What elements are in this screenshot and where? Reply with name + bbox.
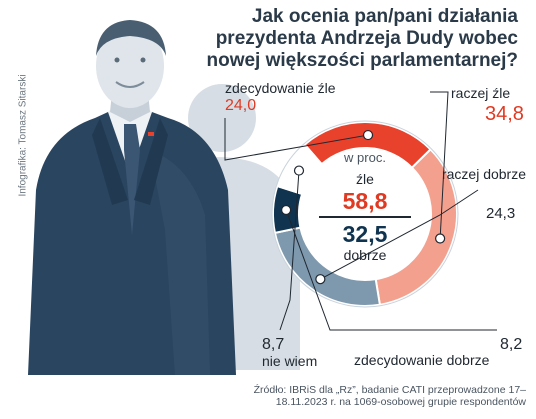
portrait-figure	[28, 20, 236, 375]
slice-label-zdecydowanie-dobrze: zdecydowanie dobrze	[354, 352, 490, 368]
leader-line-zdecydowanie-dobrze	[285, 209, 497, 331]
summary-divider	[319, 216, 411, 218]
chart-title: Jak ocenia pan/pani działania prezydenta…	[206, 6, 519, 71]
face	[96, 24, 164, 108]
leader-line-nie-wiem	[279, 170, 300, 331]
eye-left	[114, 57, 120, 63]
slice-label-zdecydowanie-zle: zdecydowanie źle	[225, 80, 336, 96]
leader-line-zdecydowanie-źle	[224, 118, 369, 161]
source-note: Źródło: IBRiS dla „Rz”, badanie CATI prz…	[253, 384, 526, 408]
leader-marker-nie-wiem	[293, 165, 305, 176]
slice-label-raczej-dobrze: raczej dobrze	[441, 166, 526, 182]
lapel-pin	[148, 132, 154, 136]
slice-label-nie-wiem: nie wiem	[262, 353, 318, 369]
label-leader-lines	[224, 91, 497, 331]
summary-positive-value: 32,5	[342, 221, 388, 247]
leader-line-raczej-źle	[430, 91, 449, 239]
tie	[124, 124, 140, 235]
suit-shading	[150, 150, 210, 375]
credit: Infografika: Tomasz Sitarski	[17, 74, 29, 197]
slice-value-zdecydowanie-zle: 24,0	[225, 97, 257, 114]
donut-outline	[271, 120, 459, 308]
eye-right	[140, 57, 146, 63]
unit-label: w proc.	[344, 150, 386, 165]
summary-negative-value: 58,8	[342, 188, 388, 214]
leader-line-raczej-dobrze	[320, 189, 479, 280]
slice-label-raczej-zle: raczej źle	[451, 85, 511, 101]
summary-positive-label: dobrze	[343, 247, 387, 263]
leader-marker-raczej-dobrze	[315, 274, 326, 285]
lapel-right	[134, 118, 168, 205]
leader-marker-zdecydowanie-źle	[362, 129, 374, 141]
summary-negative-label: źle	[356, 171, 374, 187]
donut-chart	[271, 120, 459, 308]
smile	[115, 81, 145, 88]
slice-value-raczej-zle: 34,8	[485, 103, 524, 125]
leader-marker-zdecydowanie-dobrze	[281, 204, 292, 216]
slice-value-nie-wiem: 8,7	[262, 336, 285, 353]
lapel-left	[92, 118, 128, 205]
slice-value-zdecydowanie-dobrze: 8,2	[500, 336, 523, 353]
slice-value-raczej-dobrze: 24,3	[486, 205, 516, 222]
leader-marker-raczej-źle	[435, 233, 446, 244]
hair	[96, 20, 166, 56]
